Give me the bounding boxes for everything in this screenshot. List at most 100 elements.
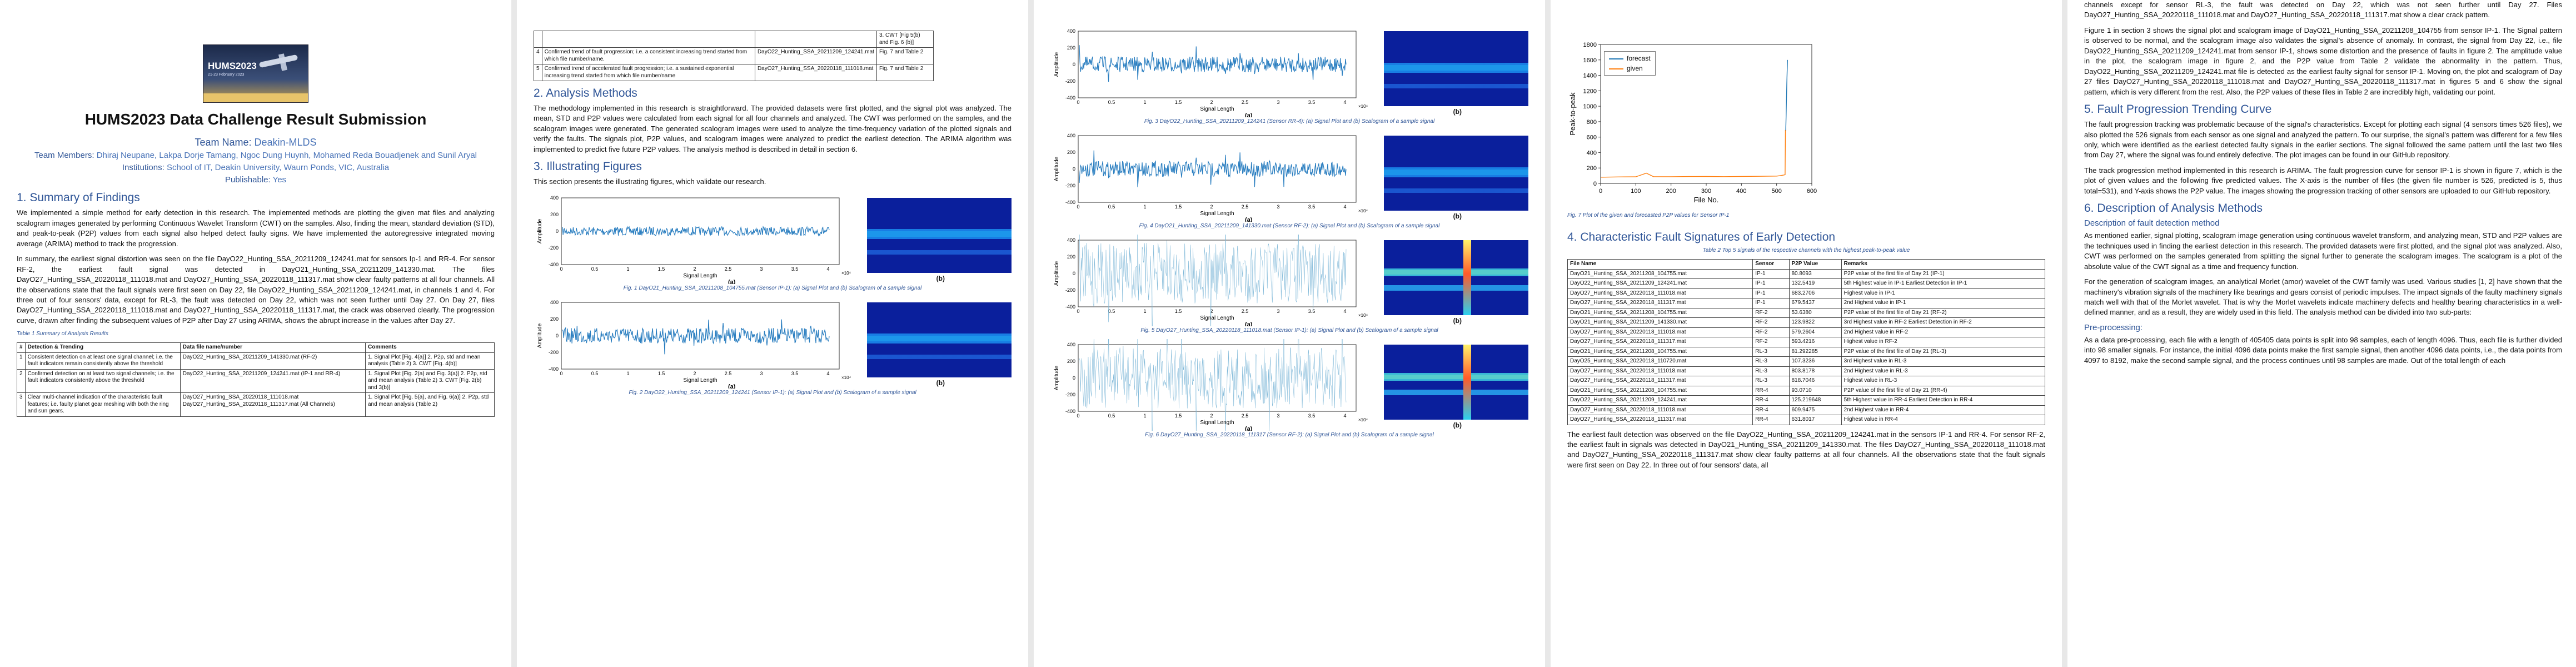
figure-4-caption: Fig. 4 DayO21_Hunting_SSA_20211209_14133… xyxy=(1139,223,1440,229)
signal-trace xyxy=(1079,339,1347,431)
figure-3-caption: Fig. 3 DayO22_Hunting_SSA_20211209_12424… xyxy=(1144,118,1435,125)
table-2-cell: IP-1 xyxy=(1752,298,1790,308)
scalogram-band xyxy=(1384,285,1528,291)
hums-logo: HUMS2023 21-23 February 2023 xyxy=(203,44,308,103)
x-tick-label: 4 xyxy=(826,371,829,376)
fault-method-heading: Description of fault detection method xyxy=(2084,218,2220,228)
table-1-cont-cell xyxy=(754,31,877,48)
table-2-cell: 2nd Highest value in IP-1 xyxy=(1841,298,2046,308)
institutions-label: Institutions: xyxy=(122,162,165,172)
table-2-cell: Highest value in RR-4 xyxy=(1841,415,2046,425)
x-tick-label: 100 xyxy=(1631,188,1641,195)
table-2-cell: 818.7046 xyxy=(1788,376,1842,386)
table-2-row: DayO22_Hunting_SSA_20211209_124241.mat RR… xyxy=(1567,395,2046,406)
summary-para-1: We implemented a simple method for early… xyxy=(17,208,495,248)
x-tick-label: 3.5 xyxy=(791,266,799,272)
table-2-row: DayO21_Hunting_SSA_20211208_104755.mat IP… xyxy=(1567,268,2046,279)
x-tick-label: 0 xyxy=(1599,188,1602,195)
x-tick-label: 0 xyxy=(560,266,562,272)
x-tick-label: 2.5 xyxy=(725,266,732,272)
table-2-cell: RL-3 xyxy=(1752,356,1790,367)
figures-para: This section presents the illustrating f… xyxy=(534,177,766,186)
table-2-cell: DayO27_Hunting_SSA_20220118_111317.mat xyxy=(1567,298,1753,308)
table-2-cell: RR-4 xyxy=(1752,395,1790,406)
table-2-cell: 80.8093 xyxy=(1788,268,1842,279)
table-2-cell: DayO27_Hunting_SSA_20220118_111317.mat xyxy=(1567,376,1753,386)
subfigure-a-label: (a) xyxy=(728,279,736,284)
scalogram-band xyxy=(1384,268,1528,277)
table-2: File Name Sensor P2P Value Remarks DayO21_H… xyxy=(1567,259,2046,425)
table-2-cell: Highest value in RL-3 xyxy=(1841,376,2046,386)
y-tick-label: 200 xyxy=(1067,150,1075,155)
x-tick-label: 3 xyxy=(760,266,763,272)
x-tick-label: 200 xyxy=(1666,188,1676,195)
x-tick-label: 1.5 xyxy=(658,266,665,272)
x-exponent: ×10⁴ xyxy=(841,271,851,276)
trend-heading: 5. Fault Progression Trending Curve xyxy=(2084,103,2272,116)
subfigure-a-label: (a) xyxy=(1245,321,1253,326)
legend-forecast-label: forecast xyxy=(1627,54,1651,62)
chart-legend: forecast given xyxy=(1604,51,1656,76)
table-1-cell: Consistent detection on at least one sig… xyxy=(24,352,181,370)
figure-6: 400 200 0 -200 -400 0 0.5 1 1.5 2 2.5 3 3.5 4 Signal L… xyxy=(1050,339,1528,431)
y-tick-label: 400 xyxy=(550,195,559,201)
table-2-cell: 2nd Highest value in RR-4 xyxy=(1841,405,2046,415)
methods-para: The methodology implemented in this rese… xyxy=(534,104,1012,153)
x-tick-label: 500 xyxy=(1771,188,1781,195)
y-tick-label: 0 xyxy=(556,333,559,339)
y-tick-label: -200 xyxy=(549,350,559,355)
table-1: # Detection & Trending Data file name/numb… xyxy=(17,342,495,417)
table-1-header: Data file name/number xyxy=(180,342,366,353)
scalogram-band xyxy=(867,355,1012,360)
x-axis-label: Signal Length xyxy=(683,273,717,279)
table-1-header: # xyxy=(17,342,26,353)
y-tick-label: 600 xyxy=(1587,135,1597,141)
scalogram-band xyxy=(1384,83,1528,88)
y-tick-label: -200 xyxy=(1065,78,1075,84)
y-axis-label: Amplitude xyxy=(537,323,543,348)
x-tick-label: 3 xyxy=(1277,308,1279,314)
table-1-cont-cell: Fig. 7 and Table 2 xyxy=(876,47,934,64)
summary-heading: 1. Summary of Findings xyxy=(17,191,140,205)
figure-5: 400 200 0 -200 -400 0 0.5 1 1.5 2 2.5 3 3.5 4 Signal L… xyxy=(1050,235,1528,326)
table-2-cell: DayO22_Hunting_SSA_20211209_124241.mat xyxy=(1567,395,1753,406)
y-tick-label: 1800 xyxy=(1583,42,1597,48)
table-1-cell: DayO22_Hunting_SSA_20211209_141330.mat (… xyxy=(180,352,366,370)
x-tick-label: 0 xyxy=(1077,308,1079,314)
table-2-cell: 5th Highest value in RR-4 Earliest Detec… xyxy=(1841,395,2046,406)
table-2-cell: P2P value of the first file of Day 21 (I… xyxy=(1841,268,2046,279)
x-axis-label: Signal Length xyxy=(1200,420,1234,426)
page-3: 400 200 0 -200 -400 0 0.5 1 1.5 2 2.5 3 3.5 4 Signal L… xyxy=(1034,0,1545,667)
x-exponent: ×10⁴ xyxy=(1358,104,1368,109)
table-1-cont-cell: Fig. 7 and Table 2 xyxy=(876,64,934,81)
x-tick-label: 0.5 xyxy=(1108,99,1115,105)
table-1-row: 1 Consistent detection on at least one si… xyxy=(17,352,495,370)
x-tick-label: 1 xyxy=(1143,99,1146,105)
y-tick-label: 200 xyxy=(1067,254,1075,260)
figure-discussion-para: Figure 1 in section 3 shows the signal p… xyxy=(2084,26,2562,96)
scalogram-image xyxy=(1384,136,1528,211)
subfigure-b-label: (b) xyxy=(1453,108,1462,116)
page-2: 3. CWT [Fig 5(b) and Fig. 6 (b)] 4 Confirm… xyxy=(517,0,1028,667)
figure-5-caption: Fig. 5 DayO27_Hunting_SSA_20220118_11101… xyxy=(1140,327,1438,334)
scalogram-fault-spike xyxy=(1463,240,1471,315)
scalogram-band xyxy=(1384,390,1528,395)
subfigure-a-label: (a) xyxy=(1245,426,1253,431)
scalogram-image xyxy=(1384,31,1528,106)
y-tick-label: -400 xyxy=(549,262,559,267)
table-2-cell: Highest value in RF-2 xyxy=(1841,337,2046,347)
page-gap xyxy=(1028,0,1034,667)
table-1-cell: 2 xyxy=(17,369,26,394)
table-2-header: Sensor xyxy=(1752,259,1790,270)
table-2-row: DayO25_Hunting_SSA_20220118_110720.mat RL… xyxy=(1567,356,2046,367)
table-2-cell: RF-2 xyxy=(1752,337,1790,347)
page-5: channels except for sensor RL-3, the fau… xyxy=(2067,0,2576,667)
subfigure-b-label: (b) xyxy=(936,379,945,387)
figures-heading: 3. Illustrating Figures xyxy=(534,160,642,173)
desc-para-1: As mentioned earlier, signal plotting, s… xyxy=(2084,231,2562,271)
page-4: 0 200 400 600 800 1000 1200 1400 1600 1800 0 100 200… xyxy=(1551,0,2062,667)
table-1-cont-cell xyxy=(541,31,755,48)
